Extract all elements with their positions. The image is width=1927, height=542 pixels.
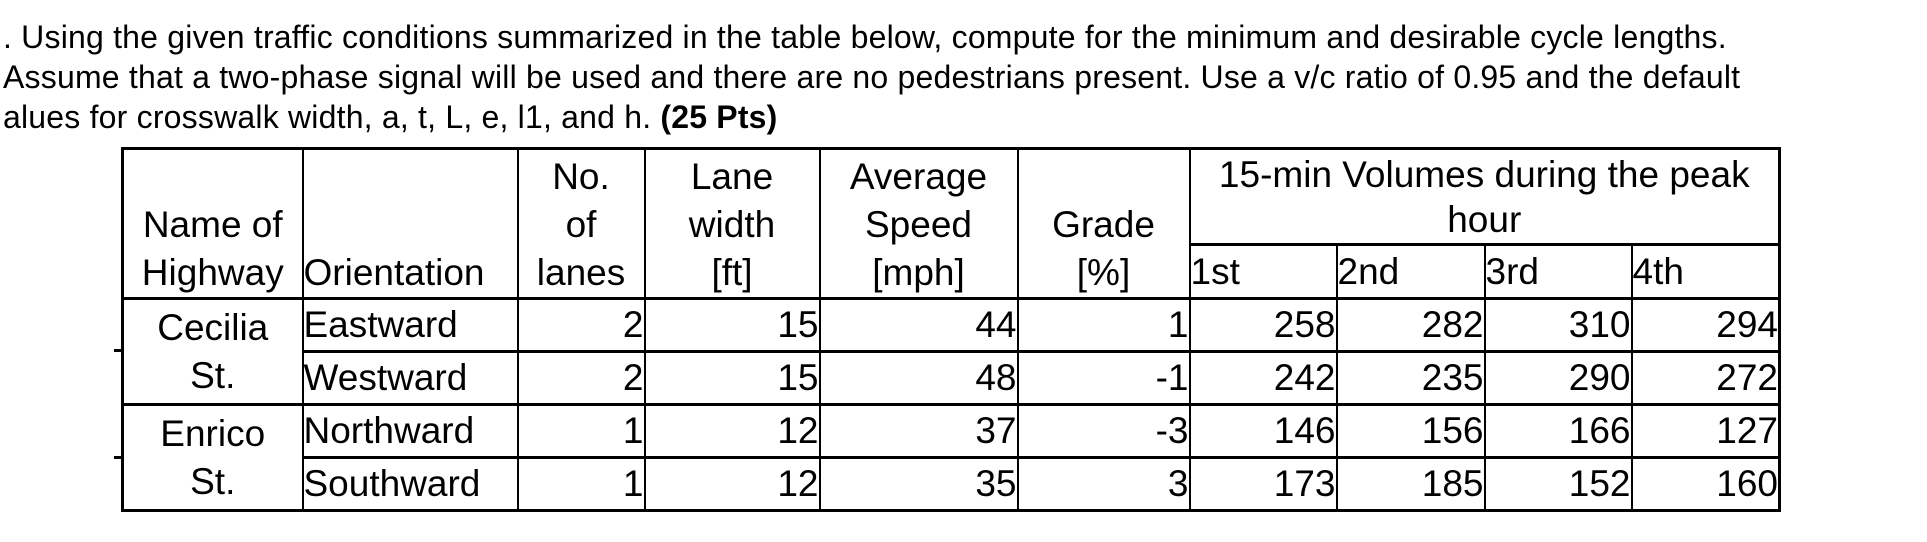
problem-line: alues for crosswalk width, a, t, L, e, l… [3,97,1927,137]
header-average-speed: Average Speed [mph] [818,147,1019,300]
problem-line: Assume that a two-phase signal will be u… [3,59,1741,95]
header-name-of-highway: Name of Highway [121,147,304,300]
lanes-cell: 1 [516,403,646,459]
header-line: lanes [536,252,626,293]
highway-name-cell: Enrico St. [121,403,304,512]
orientation-cell: Southward [301,456,519,512]
orientation-cell: Westward [301,350,519,406]
speed-cell: 44 [818,297,1019,353]
header-line: Grade [1052,204,1155,245]
highway-name-line: St. [190,354,236,396]
highway-name-line: Cecilia [157,306,269,348]
volume-cell: 146 [1188,403,1338,459]
problem-statement: . Using the given traffic conditions sum… [0,0,1927,137]
grade-cell: -3 [1016,403,1191,459]
volume-cell: 310 [1483,297,1633,353]
header-interval-2nd: 2nd [1335,243,1486,300]
header-peak-volumes: 15-min Volumes during the peak hour [1188,147,1781,246]
highway-name-cell: Cecilia St. [121,297,304,406]
header-line: Speed [865,204,972,245]
volume-cell: 290 [1483,350,1633,406]
speed-cell: 48 [818,350,1019,406]
header-row: Name of Highway Orientation No. of lanes… [121,147,1781,300]
header-line: Lane [690,156,774,197]
orientation-cell: Northward [301,403,519,459]
volume-cell: 258 [1188,297,1338,353]
orientation-cell: Eastward [301,297,519,353]
volume-cell: 166 [1483,403,1633,459]
header-interval-3rd: 3rd [1483,243,1633,300]
border-tick [114,456,123,459]
highway-name-line: St. [190,460,236,502]
header-line: [mph] [872,252,965,293]
speed-cell: 37 [818,403,1019,459]
header-interval-1st: 1st [1188,243,1338,300]
grade-cell: 1 [1016,297,1191,353]
header-line: of [565,204,597,245]
header-no-of-lanes: No. of lanes [516,147,646,300]
table-row: Enrico St. Northward 1 12 37 -3 146 156 … [121,403,1781,512]
grade-cell: -1 [1016,350,1191,406]
header-line: hour [1447,198,1522,240]
volume-cell: 173 [1188,456,1338,512]
header-line: 15-min Volumes during the peak [1218,153,1750,195]
header-line: [ft] [711,252,753,293]
problem-line: . Using the given traffic conditions sum… [3,19,1727,55]
header-interval-4th: 4th [1630,243,1781,300]
highway-name-line: Enrico [160,412,266,454]
lane-width-cell: 12 [643,456,821,512]
volume-cell: 160 [1630,456,1781,512]
volume-cell: 272 [1630,350,1781,406]
header-subrow: 1st 2nd 3rd 4th [123,243,1781,300]
header-grade: Grade [%] [1016,147,1191,300]
volume-cell: 294 [1630,297,1781,353]
lane-width-cell: 15 [643,350,821,406]
lanes-cell: 2 [516,350,646,406]
header-line: No. [552,156,610,197]
table-row: Southward 1 12 35 3 173 185 152 160 [123,456,1781,512]
header-orientation: Orientation [301,147,519,300]
table-row: Cecilia St. Eastward 2 15 44 1 258 282 3… [121,297,1781,406]
volume-cell: 282 [1335,297,1486,353]
volume-cell: 152 [1483,456,1633,512]
header-line: Average [849,156,988,197]
header-lane-width: Lane width [ft] [643,147,821,300]
volume-cell: 127 [1630,403,1781,459]
speed-cell: 35 [818,456,1019,512]
lanes-cell: 1 [516,456,646,512]
header-line: width [688,204,776,245]
lane-width-cell: 15 [643,297,821,353]
volume-cell: 156 [1335,403,1486,459]
table-row: Westward 2 15 48 -1 242 235 290 272 [123,350,1781,406]
header-line: [%] [1076,252,1131,293]
points-label: (25 Pts) [660,99,778,135]
lanes-cell: 2 [516,297,646,353]
volume-cell: 242 [1188,350,1338,406]
volume-cell: 185 [1335,456,1486,512]
grade-cell: 3 [1016,456,1191,512]
header-line: Highway [141,252,284,293]
border-tick [114,349,123,352]
header-line: Name of [142,204,283,245]
lane-width-cell: 12 [643,403,821,459]
problem-line-text: alues for crosswalk width, a, t, L, e, l… [3,99,652,135]
traffic-conditions-table: Name of Highway Orientation No. of lanes… [121,147,1781,512]
volume-cell: 235 [1335,350,1486,406]
